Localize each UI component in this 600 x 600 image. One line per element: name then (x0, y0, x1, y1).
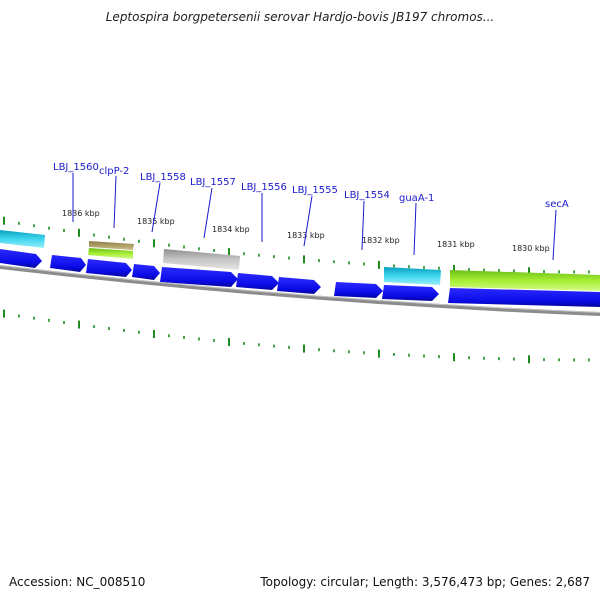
gene-arrow (382, 285, 439, 301)
gene-arrow (277, 277, 321, 294)
outer-tick-track (3, 216, 590, 276)
gene-arrow (334, 282, 383, 298)
genome-backbone-highlight (0, 265, 600, 313)
feature-cyan-left (0, 230, 45, 248)
gene-arrow (448, 288, 600, 307)
map-title: Leptospira borgpetersenii serovar Hardjo… (105, 10, 495, 24)
gene-label-secA: secA (545, 199, 569, 210)
gene-arrow (50, 255, 86, 272)
feature-cyan-guaA (384, 267, 441, 285)
kbp-scale: 1836 kbp 1835 kbp 1834 kbp 1833 kbp 1832… (62, 209, 550, 253)
leader-line (413, 202, 417, 256)
gene-label-LBJ_1556: LBJ_1556 (241, 182, 287, 193)
feature-green-secA (450, 270, 600, 291)
topology-summary: Topology: circular; Length: 3,576,473 bp… (260, 575, 590, 589)
leader-line (151, 182, 161, 233)
gene-label-LBJ_1554: LBJ_1554 (344, 190, 390, 201)
gene-label-LBJ_1557: LBJ_1557 (190, 177, 236, 188)
gene-label-LBJ_1555: LBJ_1555 (292, 185, 338, 196)
leader-line (361, 200, 365, 251)
gene-labels: LBJ_1560 clpP-2 LBJ_1558 LBJ_1557 LBJ_15… (53, 162, 569, 210)
leader-line (303, 195, 313, 247)
kbp-label: 1831 kbp (437, 240, 475, 249)
feature-olive-clpP (89, 241, 134, 250)
gene-arrow (86, 259, 132, 277)
gene-label-clpP-2: clpP-2 (99, 166, 129, 177)
kbp-label: 1834 kbp (212, 225, 250, 234)
accession-text: Accession: NC_008510 (9, 575, 146, 589)
gene-arrow (132, 264, 160, 280)
gene-arrow (0, 249, 42, 268)
kbp-label: 1836 kbp (62, 209, 100, 218)
feature-gray-1557 (163, 249, 240, 270)
leader-line (203, 187, 213, 239)
gene-label-LBJ_1560: LBJ_1560 (53, 162, 99, 173)
gene-label-leaders (72, 173, 557, 261)
gene-arrow (236, 273, 279, 290)
inner-tick-track (3, 309, 590, 364)
feature-green-clpP (88, 248, 133, 259)
kbp-label: 1835 kbp (137, 217, 175, 226)
kbp-label: 1832 kbp (362, 236, 400, 245)
genome-backbone (0, 265, 600, 316)
leader-line (552, 209, 557, 261)
gene-label-guaA-1: guaA-1 (399, 193, 434, 204)
gene-arrow (160, 267, 238, 287)
forward-gene-track (0, 249, 600, 307)
feature-track-upper (0, 230, 600, 291)
leader-line (113, 175, 117, 229)
kbp-label: 1830 kbp (512, 244, 550, 253)
gene-label-LBJ_1558: LBJ_1558 (140, 172, 186, 183)
